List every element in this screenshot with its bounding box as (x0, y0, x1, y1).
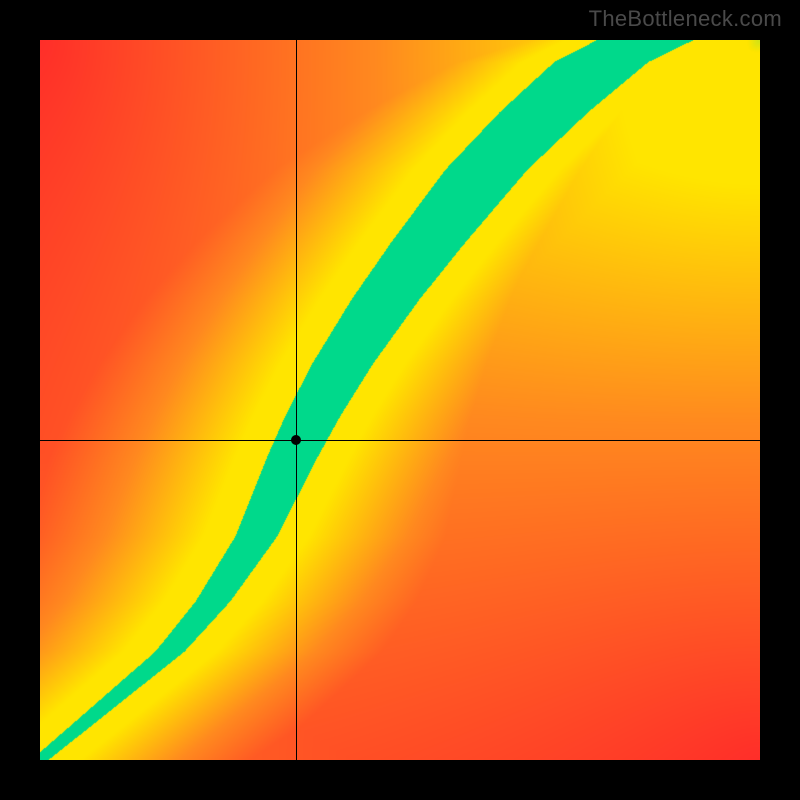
heatmap-canvas-wrap (40, 40, 760, 760)
watermark-text: TheBottleneck.com (589, 6, 782, 32)
chart-container: TheBottleneck.com (0, 0, 800, 800)
crosshair-horizontal (40, 440, 760, 441)
crosshair-vertical (296, 40, 297, 760)
plot-area (40, 40, 760, 760)
heatmap-canvas (40, 40, 760, 760)
crosshair-marker (291, 435, 301, 445)
